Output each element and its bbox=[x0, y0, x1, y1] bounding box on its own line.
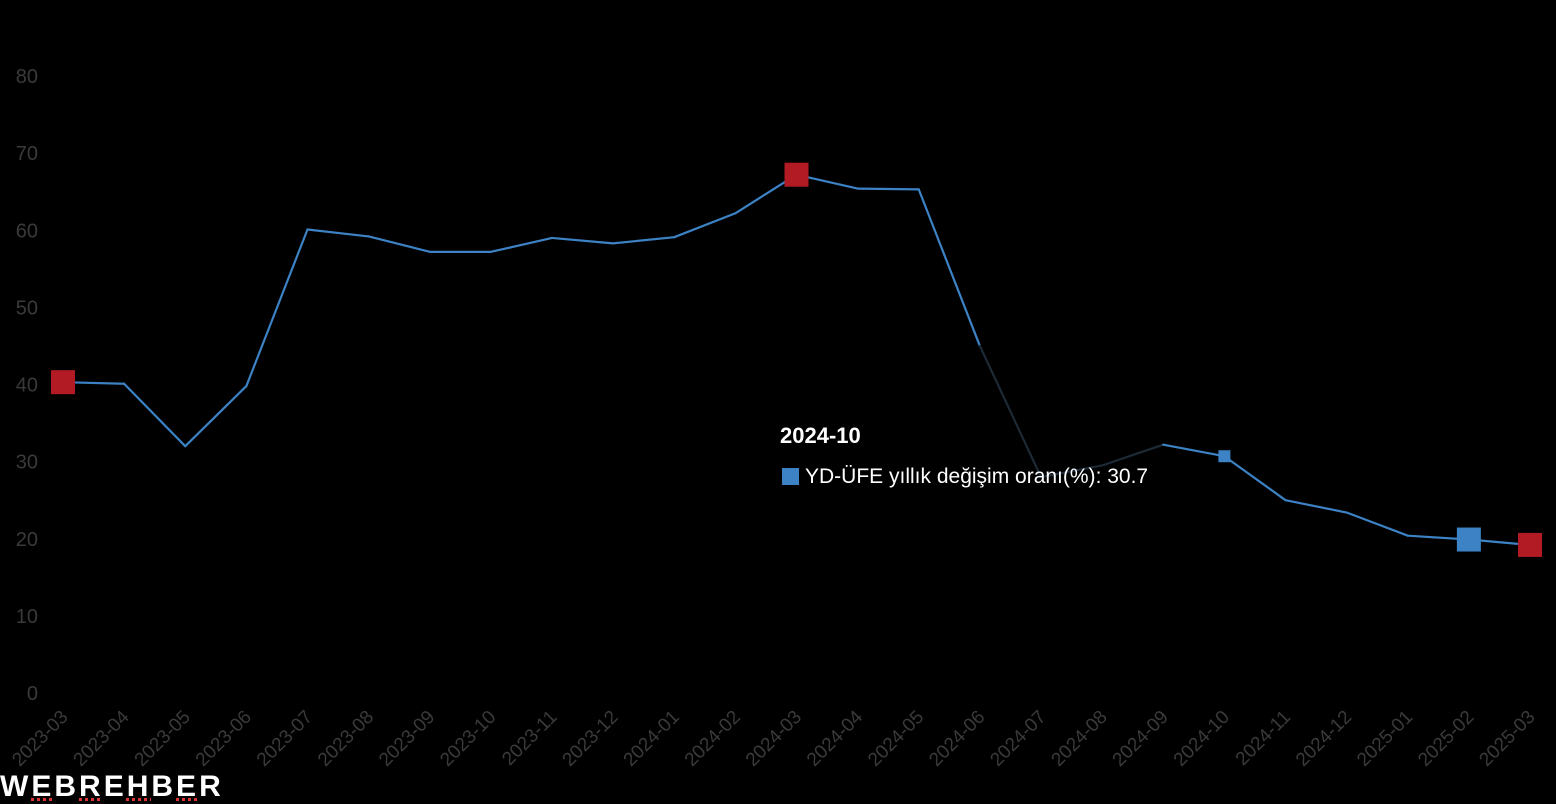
x-tick-label: 2024-10 bbox=[1170, 707, 1234, 771]
x-tick-label: 2024-09 bbox=[1109, 707, 1173, 771]
x-tick-label: 2024-11 bbox=[1232, 707, 1295, 770]
series-line-segment bbox=[1284, 499, 1348, 514]
y-tick-label: 50 bbox=[16, 297, 38, 319]
x-axis: 2023-032023-042023-052023-062023-072023-… bbox=[8, 706, 1539, 770]
series-line-segment bbox=[1223, 455, 1287, 502]
watermark-letter: W bbox=[0, 770, 32, 803]
series-line-segment bbox=[612, 236, 676, 245]
x-tick-label: 2023-08 bbox=[314, 707, 378, 771]
x-tick-label: 2023-09 bbox=[375, 707, 439, 771]
series-line-segment bbox=[856, 187, 920, 191]
watermark-letter: E bbox=[103, 770, 127, 803]
x-tick-label: 2023-11 bbox=[498, 707, 561, 770]
y-tick-label: 40 bbox=[16, 375, 38, 397]
x-tick-label: 2024-06 bbox=[925, 707, 989, 771]
x-tick-label: 2023-04 bbox=[70, 706, 134, 770]
watermark-letter: R bbox=[79, 770, 104, 803]
hovered-point-marker[interactable] bbox=[1218, 450, 1231, 463]
x-tick-label: 2024-04 bbox=[803, 706, 867, 770]
series-line-segment bbox=[245, 228, 309, 388]
x-tick-label: 2023-12 bbox=[559, 707, 623, 771]
y-tick-label: 70 bbox=[16, 143, 38, 165]
y-tick-label: 30 bbox=[16, 452, 38, 474]
x-tick-label: 2024-08 bbox=[1048, 707, 1112, 771]
series-layer bbox=[61, 173, 1532, 547]
series-line-segment bbox=[1101, 443, 1165, 467]
series-line-segment bbox=[978, 344, 1043, 479]
series-line-segment bbox=[489, 236, 554, 253]
series-line-segment bbox=[123, 382, 187, 448]
y-tick-label: 60 bbox=[16, 220, 38, 242]
max-min-marker bbox=[1518, 532, 1542, 557]
x-tick-label: 2024-12 bbox=[1292, 707, 1356, 771]
x-tick-label: 2024-05 bbox=[864, 707, 928, 771]
watermark-letter: B bbox=[54, 770, 80, 803]
x-tick-label: 2023-03 bbox=[8, 707, 72, 771]
series-line-segment bbox=[1039, 464, 1104, 479]
y-tick-label: 20 bbox=[16, 529, 38, 551]
x-tick-label: 2025-01 bbox=[1353, 707, 1417, 771]
max-min-marker bbox=[51, 370, 75, 395]
watermark-letter: H bbox=[126, 770, 152, 803]
series-line-segment bbox=[917, 188, 981, 348]
x-tick-label: 2024-02 bbox=[681, 707, 745, 771]
x-tick-label: 2024-01 bbox=[620, 707, 684, 771]
x-tick-label: 2023-10 bbox=[436, 707, 500, 771]
x-tick-label: 2024-07 bbox=[986, 707, 1050, 771]
series-line-segment bbox=[306, 228, 370, 238]
y-tick-label: 80 bbox=[16, 66, 38, 88]
series-line-segment bbox=[1162, 443, 1226, 458]
series-line-segment bbox=[673, 212, 737, 239]
y-tick-label: 0 bbox=[27, 683, 38, 705]
series-line-segment bbox=[550, 236, 615, 245]
max-min-marker bbox=[784, 162, 809, 187]
series-line-segment bbox=[367, 235, 431, 253]
x-tick-label: 2025-03 bbox=[1475, 707, 1539, 771]
y-axis: 0 10 20 30 40 50 60 70 80 bbox=[16, 66, 38, 705]
watermark-letter: R bbox=[199, 770, 224, 803]
watermark-logo: WEBREHBER bbox=[0, 770, 224, 804]
marker-layer bbox=[51, 162, 1542, 557]
x-tick-label: 2025-02 bbox=[1414, 707, 1478, 771]
x-tick-label: 2023-07 bbox=[253, 707, 317, 771]
x-tick-label: 2023-06 bbox=[192, 707, 256, 771]
series-line-segment bbox=[1345, 511, 1409, 537]
watermark-letter: E bbox=[176, 770, 200, 803]
average-marker bbox=[1456, 527, 1481, 552]
watermark-letter: B bbox=[151, 770, 177, 803]
x-tick-label: 2023-05 bbox=[131, 707, 195, 771]
y-tick-label: 10 bbox=[16, 606, 38, 628]
x-tick-label: 2024-03 bbox=[742, 707, 806, 771]
watermark-letter: E bbox=[31, 770, 55, 803]
series-line-segment bbox=[184, 384, 248, 448]
